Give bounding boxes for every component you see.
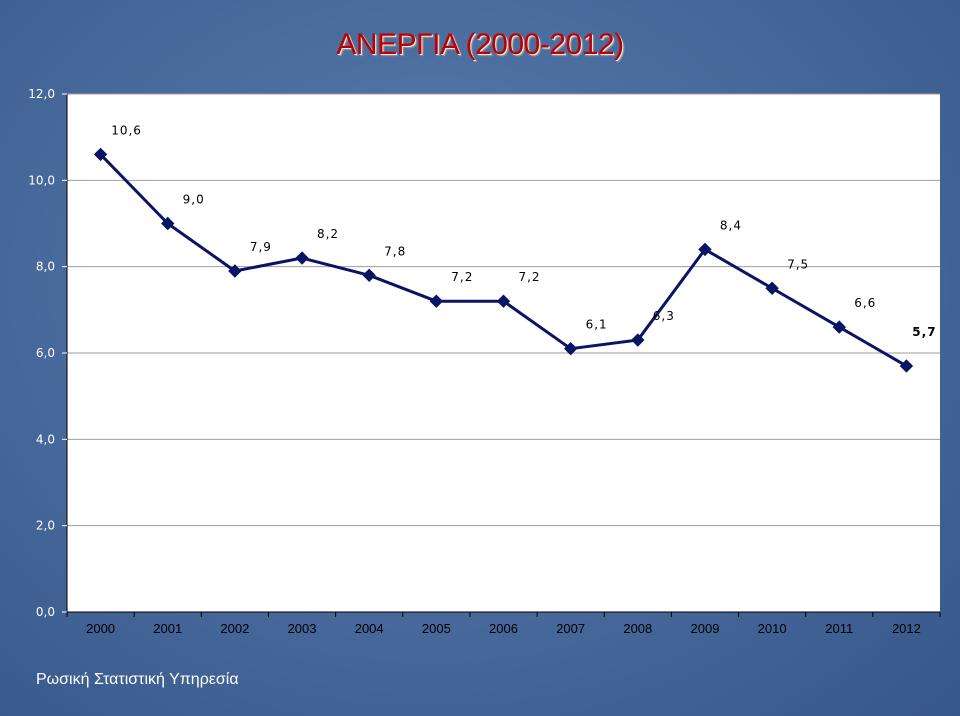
y-tick-label: 0,0 bbox=[36, 605, 55, 619]
data-point bbox=[362, 268, 376, 283]
data-point bbox=[698, 242, 712, 257]
data-point bbox=[563, 341, 578, 356]
x-tick-label: 2009 bbox=[691, 621, 720, 636]
data-point bbox=[496, 294, 511, 308]
data-point bbox=[228, 264, 242, 278]
data-label: 7,2 bbox=[451, 270, 473, 284]
x-tick-label: 2011 bbox=[825, 621, 853, 636]
y-tick-label: 6,0 bbox=[36, 346, 55, 360]
x-tick-label: 2001 bbox=[153, 621, 182, 636]
y-tick-label: 4,0 bbox=[36, 432, 55, 446]
data-point bbox=[161, 216, 175, 231]
data-label: 7,9 bbox=[250, 240, 272, 254]
y-tick-label: 12,0 bbox=[28, 87, 55, 101]
data-label: 6,1 bbox=[586, 318, 608, 332]
data-label: 6,6 bbox=[854, 296, 876, 310]
x-tick-label: 2006 bbox=[489, 621, 518, 636]
data-label: 8,2 bbox=[317, 227, 339, 241]
data-label: 7,8 bbox=[384, 244, 406, 258]
y-tick-label: 10,0 bbox=[28, 173, 55, 187]
data-label: 8,4 bbox=[720, 218, 742, 232]
y-tick-label: 8,0 bbox=[36, 260, 55, 274]
data-label: 6,3 bbox=[653, 309, 675, 323]
data-label: 10,6 bbox=[111, 123, 142, 137]
x-tick-label: 2012 bbox=[892, 621, 921, 636]
chart-title: ΑΝΕΡΓΙΑ (2000-2012) bbox=[336, 28, 624, 61]
data-label: 7,2 bbox=[518, 270, 540, 284]
x-tick-label: 2008 bbox=[623, 621, 652, 636]
source-footer: Ρωσική Στατιστική Υπηρεσία bbox=[36, 671, 239, 688]
x-tick-label: 2002 bbox=[220, 621, 249, 636]
x-tick-label: 2003 bbox=[288, 621, 317, 636]
data-point bbox=[429, 294, 444, 308]
data-label: 7,5 bbox=[787, 257, 809, 271]
data-point bbox=[832, 320, 846, 334]
data-label: 9,0 bbox=[183, 193, 205, 207]
x-tick-label: 2000 bbox=[86, 621, 115, 636]
x-tick-label: 2004 bbox=[355, 621, 384, 636]
data-point bbox=[93, 147, 108, 162]
x-tick-label: 2010 bbox=[758, 621, 787, 636]
data-point bbox=[295, 251, 309, 265]
data-label: 5,7 bbox=[912, 325, 936, 339]
data-point bbox=[899, 359, 914, 373]
y-tick-label: 2,0 bbox=[36, 519, 55, 533]
data-point bbox=[765, 281, 779, 295]
x-tick-label: 2007 bbox=[556, 621, 585, 636]
x-tick-label: 2005 bbox=[422, 621, 451, 636]
data-point bbox=[631, 333, 645, 347]
